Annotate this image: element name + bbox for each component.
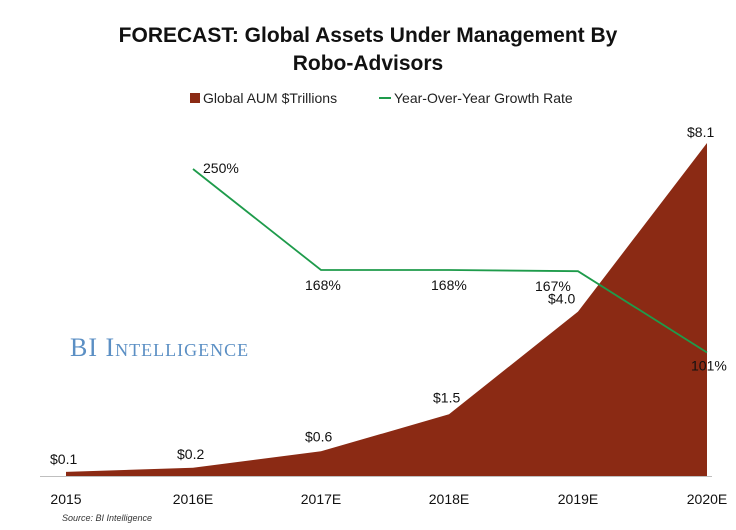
line-series-growth [192, 168, 708, 354]
data-label-growth: 250% [203, 160, 239, 176]
x-tick-label: 2019E [558, 491, 598, 507]
data-label-aum: $0.6 [305, 428, 332, 444]
legend-entry-growth: Year-Over-Year Growth Rate [379, 89, 573, 107]
area-series-aum [66, 143, 707, 476]
legend-swatch-aum [190, 93, 200, 103]
data-label-aum: $0.2 [177, 446, 204, 462]
x-tick-label: 2020E [687, 491, 727, 507]
chart-title: FORECAST: Global Assets Under Management… [118, 24, 618, 47]
x-tick-label: 2017E [301, 491, 341, 507]
data-label-aum: $0.1 [50, 451, 77, 467]
watermark-logo: BI Intelligence [70, 333, 250, 362]
data-label-growth: 101% [691, 358, 727, 374]
source-note: Source: BI Intelligence [62, 513, 153, 523]
data-label-aum: $8.1 [687, 124, 714, 140]
data-label-growth: 168% [305, 277, 341, 293]
x-tick-label: 2015 [50, 491, 81, 507]
legend-label-growth: Year-Over-Year Growth Rate [394, 90, 573, 106]
data-label-growth: 168% [431, 277, 467, 293]
legend-label-aum: Global AUM $Trillions [203, 90, 338, 106]
legend-swatch-growth [379, 97, 391, 99]
legend-entry-aum: Global AUM $Trillions [190, 89, 337, 107]
x-tick-label: 2016E [173, 491, 213, 507]
data-label-growth: 167% [535, 278, 571, 294]
data-label-aum: $4.0 [548, 291, 575, 307]
x-tick-label: 2018E [429, 491, 469, 507]
data-label-aum: $1.5 [433, 389, 460, 405]
chart-title-line-2: Robo-Advisors [292, 52, 444, 75]
